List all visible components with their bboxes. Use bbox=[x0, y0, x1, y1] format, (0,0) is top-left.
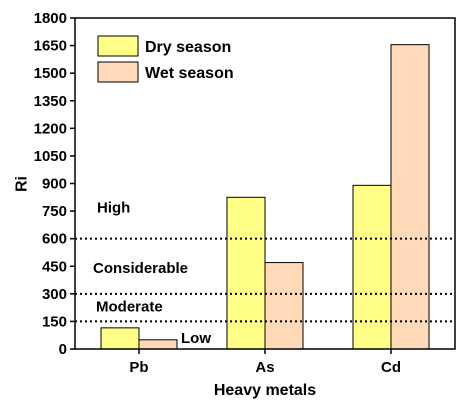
bars-layer bbox=[100, 44, 430, 350]
y-tick-label-1200: 1200 bbox=[34, 120, 67, 137]
y-tick-label-0: 0 bbox=[59, 341, 67, 358]
legend-label-wet-season: Wet season bbox=[145, 65, 234, 82]
y-axis-title: Ri bbox=[14, 176, 31, 192]
axes: 0 150 300 450 600 750 900 1050 1200 1350 1500 1650 1… bbox=[34, 10, 456, 376]
bar-dry-season-as bbox=[226, 196, 266, 350]
legend-swatch-dry-season bbox=[97, 35, 139, 57]
y-tick-label-750: 750 bbox=[42, 203, 67, 220]
bar-wet-season-cd bbox=[390, 44, 430, 350]
bar-dry-season-cd bbox=[352, 184, 392, 350]
x-tick-label-pb: Pb bbox=[129, 359, 148, 376]
y-tick-label-1050: 1050 bbox=[34, 148, 67, 165]
y-tick-label-1350: 1350 bbox=[34, 93, 67, 110]
x-tick-label-as: As bbox=[255, 359, 274, 376]
annotation-high: High bbox=[97, 199, 130, 216]
risk-level-annotations: Low Moderate Considerable High bbox=[93, 199, 211, 347]
y-tick-label-450: 450 bbox=[42, 258, 67, 275]
legend-label-dry-season: Dry season bbox=[145, 39, 231, 56]
y-tick-label-1500: 1500 bbox=[34, 65, 67, 82]
y-tick-label-1800: 1800 bbox=[34, 10, 67, 27]
x-axis-title: Heavy metals bbox=[214, 382, 316, 399]
legend: Dry season Wet season bbox=[97, 35, 234, 83]
annotation-low: Low bbox=[181, 330, 211, 347]
y-tick-label-300: 300 bbox=[42, 286, 67, 303]
annotation-considerable: Considerable bbox=[93, 260, 188, 277]
annotation-moderate: Moderate bbox=[96, 299, 163, 316]
threshold-lines bbox=[75, 237, 455, 323]
y-tick-label-150: 150 bbox=[42, 313, 67, 330]
legend-swatch-wet-season bbox=[97, 61, 139, 83]
y-tick-label-900: 900 bbox=[42, 176, 67, 193]
bar-wet-season-pb bbox=[138, 339, 178, 350]
bar-wet-season-as bbox=[264, 262, 304, 350]
bar-dry-season-pb bbox=[100, 327, 140, 350]
y-tick-label-1650: 1650 bbox=[34, 38, 67, 55]
y-tick-label-600: 600 bbox=[42, 231, 67, 248]
x-tick-label-cd: Cd bbox=[381, 359, 401, 376]
